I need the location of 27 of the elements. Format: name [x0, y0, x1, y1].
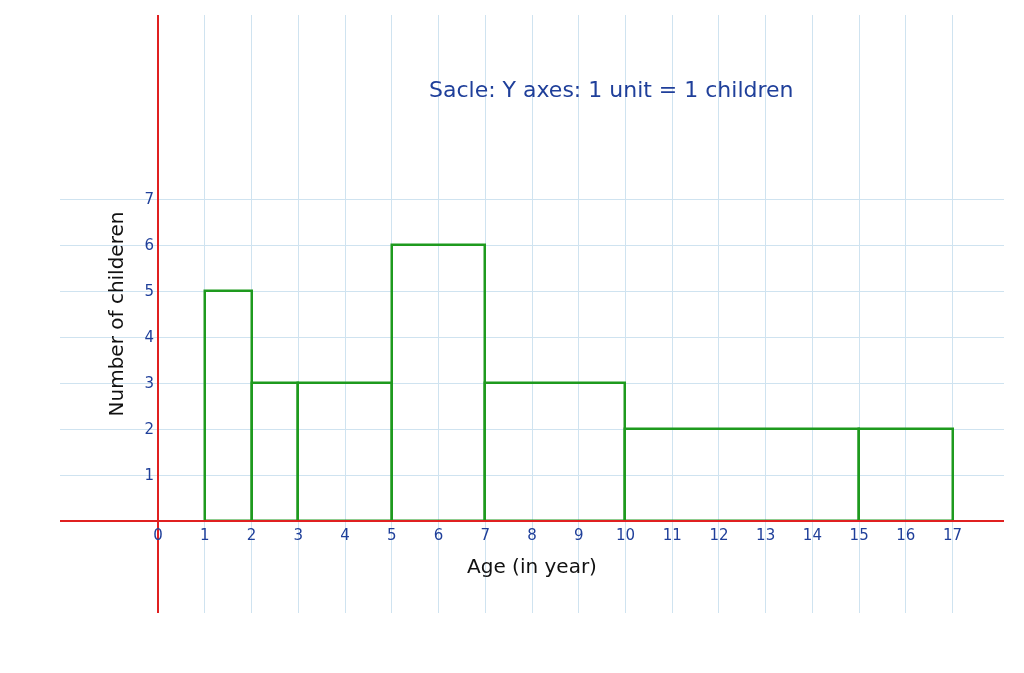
- x-tick-label: 6: [433, 526, 444, 544]
- y-tick-label: 4: [144, 328, 155, 347]
- x-tick-label: 15: [849, 526, 869, 544]
- y-tick-label: 2: [144, 420, 155, 439]
- y-tick-label: 5: [144, 282, 155, 301]
- annotation: Sacle: Y axes: 1 unit = 1 children: [429, 77, 794, 102]
- x-tick-label: 16: [896, 526, 916, 544]
- x-tick-label: 3: [293, 526, 304, 544]
- y-axis-title: Number of childeren: [103, 211, 128, 417]
- x-tick-label: 5: [387, 526, 397, 544]
- x-tick-label: 11: [662, 526, 682, 544]
- y-tick-label: 7: [144, 190, 155, 209]
- x-tick-label: 17: [943, 526, 963, 544]
- x-tick-label: 12: [709, 526, 729, 544]
- x-tick-label: 1: [200, 526, 210, 544]
- x-tick-label: 14: [802, 526, 822, 544]
- y-tick-label: 3: [144, 374, 155, 393]
- y-tick-label: 6: [144, 236, 155, 255]
- y-tick-label: 1: [144, 466, 155, 485]
- x-axis-title: Age (in year): [467, 554, 597, 578]
- x-tick-label: 13: [756, 526, 776, 544]
- x-tick-label: 10: [615, 526, 636, 544]
- x-tick-label: 7: [480, 526, 491, 544]
- x-tick-label: 9: [573, 526, 584, 544]
- x-tick-label: 4: [340, 526, 350, 544]
- x-tick-label: 8: [527, 526, 537, 544]
- x-tick-label: 2: [246, 526, 257, 544]
